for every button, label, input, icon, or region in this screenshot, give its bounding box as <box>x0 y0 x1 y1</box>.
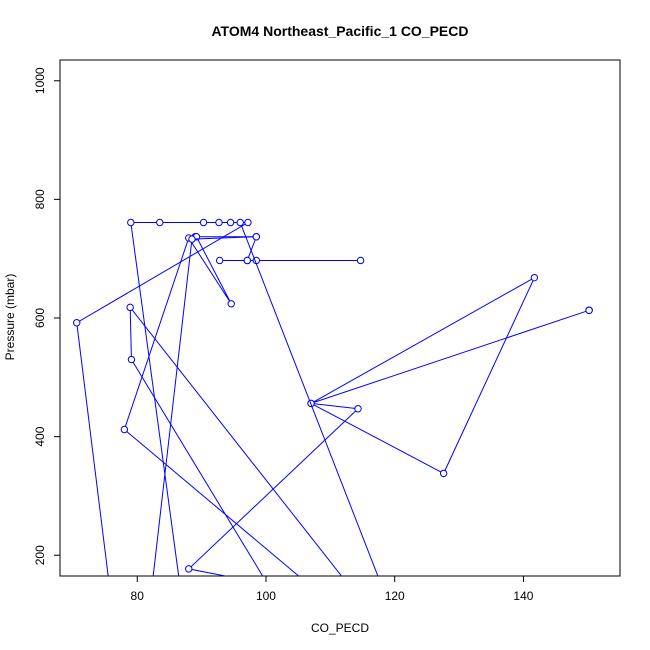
data-point <box>276 599 282 605</box>
x-tick-label: 120 <box>385 589 405 603</box>
y-tick-label: 800 <box>33 189 47 209</box>
data-point <box>127 355 136 364</box>
data-point <box>354 405 362 413</box>
y-tick-label: 600 <box>33 308 47 328</box>
data-point <box>236 218 244 227</box>
series-line <box>152 236 257 576</box>
data-point <box>120 425 129 434</box>
data-point <box>185 565 193 573</box>
data-point <box>199 218 208 227</box>
data-point <box>226 218 235 227</box>
data-point <box>530 273 539 282</box>
data-point <box>147 599 153 605</box>
data-point <box>73 319 81 327</box>
y-axis: 200 400 600 800 1000 <box>33 67 61 565</box>
y-axis-label: Pressure (mbar) <box>3 274 17 361</box>
data-point <box>243 256 252 265</box>
y-tick-label: 1000 <box>33 67 47 94</box>
x-axis: 80 100 120 140 <box>131 575 534 603</box>
chart-title: ATOM4 Northeast_Pacific_1 CO_PECD <box>211 23 468 39</box>
data-point <box>156 218 164 227</box>
x-tick-label: 80 <box>131 589 145 603</box>
data-point <box>359 599 365 605</box>
x-tick-label: 100 <box>256 589 276 603</box>
series-line <box>76 222 250 576</box>
x-axis-label: CO_PECD <box>311 621 369 635</box>
data-point <box>215 218 223 227</box>
y-tick-label: 400 <box>33 426 47 446</box>
x-tick-label: 140 <box>513 589 533 603</box>
series-line <box>239 222 379 576</box>
data-point <box>356 256 365 265</box>
series-layer <box>73 218 593 605</box>
data-point <box>173 599 179 605</box>
data-point <box>215 256 224 265</box>
series-line <box>123 236 361 576</box>
data-point <box>179 599 185 605</box>
data-point <box>439 469 448 478</box>
data-point <box>252 233 261 241</box>
data-point <box>127 218 135 227</box>
data-point <box>327 599 333 605</box>
y-tick-label: 200 <box>33 545 47 565</box>
data-point <box>227 300 235 308</box>
data-point <box>188 235 196 243</box>
series-line <box>129 276 590 576</box>
data-point <box>108 599 114 605</box>
data-point <box>126 303 134 312</box>
data-point <box>244 218 252 227</box>
data-point <box>179 599 185 605</box>
data-point <box>585 306 593 314</box>
